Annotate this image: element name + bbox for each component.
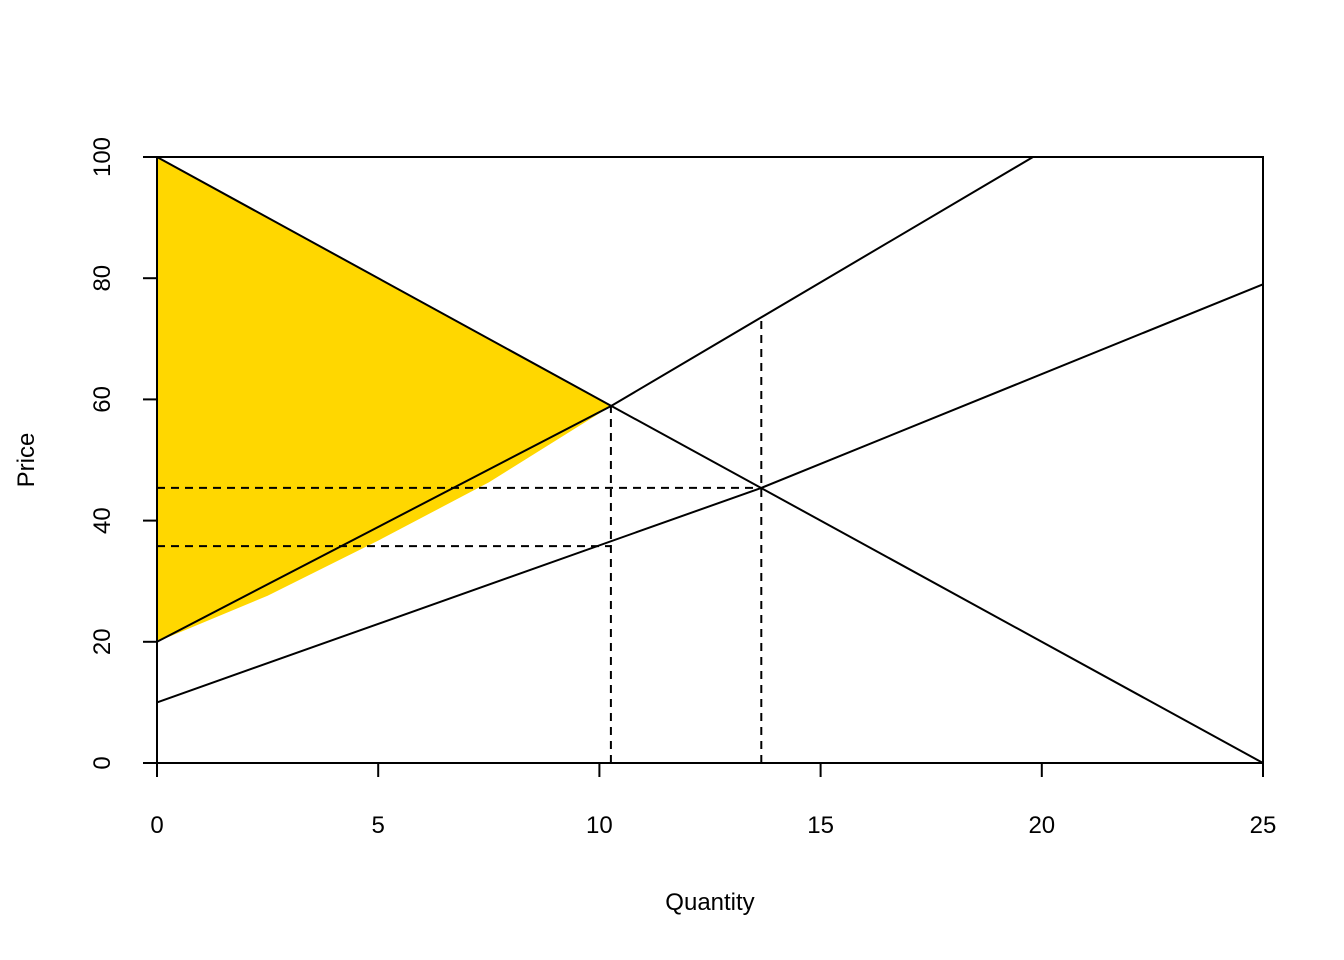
- demand-line: [156, 156, 1264, 764]
- supply-lower-line: [156, 283, 1264, 704]
- y-tick-label: 0: [89, 756, 116, 769]
- y-tick-label: 60: [89, 386, 116, 413]
- x-tick-label: 10: [586, 812, 613, 839]
- y-tick-label: 80: [89, 265, 116, 292]
- y-tick-label: 20: [89, 628, 116, 655]
- guide-lines-layer: [157, 320, 763, 763]
- x-axis-title: Quantity: [665, 889, 754, 916]
- x-tick-label: 0: [150, 812, 163, 839]
- x-tick-label: 15: [807, 812, 834, 839]
- y-tick-label: 100: [89, 137, 116, 177]
- x-tick-label: 5: [372, 812, 385, 839]
- y-axis: 0 20 40 60 80 100: [89, 137, 158, 770]
- y-tick-label: 40: [89, 507, 116, 534]
- x-tick-label: 25: [1250, 812, 1277, 839]
- shaded-surplus-area-layer: [157, 157, 611, 642]
- x-axis: 0 5 10 15 20 25: [150, 762, 1277, 839]
- x-tick-label: 20: [1028, 812, 1055, 839]
- shaded-surplus-area: [157, 157, 611, 642]
- y-axis-title: Price: [13, 433, 40, 488]
- supply-upper-line: [156, 156, 1034, 643]
- series-layer: [156, 156, 1264, 764]
